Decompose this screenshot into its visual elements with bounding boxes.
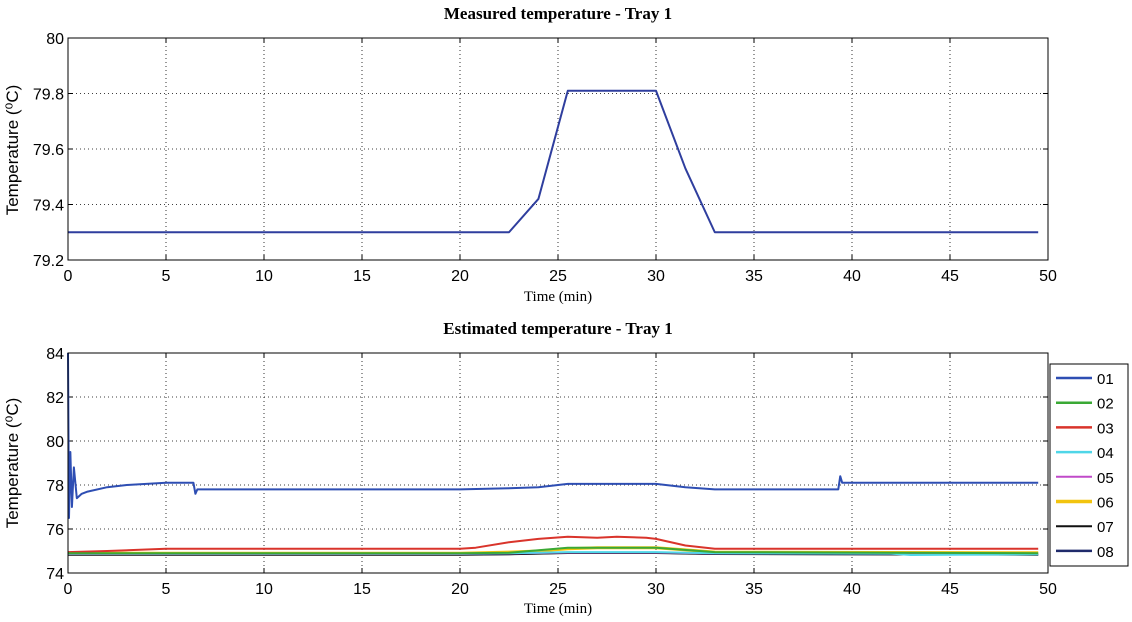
- x-tick-label: 35: [745, 581, 763, 598]
- y-tick-label: 82: [46, 390, 64, 407]
- x-tick-label: 10: [255, 581, 273, 598]
- y-tick-label: 79.2: [33, 253, 64, 270]
- x-tick-label: 25: [549, 581, 567, 598]
- legend-label-03: 03: [1097, 420, 1114, 437]
- x-tick-label: 0: [64, 268, 73, 285]
- plot-title: Estimated temperature - Tray 1: [443, 319, 672, 338]
- legend-label-02: 02: [1097, 396, 1114, 413]
- x-tick-label: 20: [451, 268, 469, 285]
- plot-title: Measured temperature - Tray 1: [444, 4, 672, 23]
- series-line-01: [67, 352, 1039, 519]
- estimated-temperature-plot: Estimated temperature - Tray 1 Time (min…: [3, 319, 1057, 617]
- y-tick-label: 79.8: [33, 87, 64, 104]
- x-tick-label: 35: [745, 268, 763, 285]
- x-tick-label: 45: [941, 581, 959, 598]
- y-tick-label: 79.4: [33, 198, 64, 215]
- x-tick-label: 45: [941, 268, 959, 285]
- plot-frame: [67, 37, 1049, 261]
- x-axis-label: Time (min): [524, 601, 592, 617]
- x-axis-label: Time (min): [524, 289, 592, 305]
- x-tick-label: 40: [843, 268, 861, 285]
- y-tick-label: 80: [46, 31, 64, 48]
- x-tick-label: 25: [549, 268, 567, 285]
- x-tick-label: 50: [1039, 581, 1057, 598]
- measured-temperature-plot: Measured temperature - Tray 1 Time (min)…: [3, 4, 1057, 305]
- y-tick-label: 78: [46, 478, 64, 495]
- x-tick-label: 5: [162, 581, 171, 598]
- y-tick-label: 74: [46, 566, 64, 583]
- x-tick-label: 10: [255, 268, 273, 285]
- y-tick-label: 80: [46, 434, 64, 451]
- legend-box: [1049, 363, 1129, 567]
- x-tick-label: 0: [64, 581, 73, 598]
- x-tick-label: 15: [353, 581, 371, 598]
- legend-label-06: 06: [1097, 495, 1114, 512]
- y-axis-label: Temperature (⁰C): [3, 398, 22, 529]
- legend-label-01: 01: [1097, 371, 1114, 388]
- x-tick-label: 15: [353, 268, 371, 285]
- legend-label-07: 07: [1097, 519, 1114, 536]
- x-tick-label: 50: [1039, 268, 1057, 285]
- x-tick-label: 40: [843, 581, 861, 598]
- y-tick-label: 84: [46, 346, 64, 363]
- series-line-measured-1: [68, 89, 1039, 234]
- series-line-03: [67, 535, 1039, 554]
- plot-frame: [67, 352, 1049, 574]
- x-tick-label: 30: [647, 268, 665, 285]
- y-tick-label: 76: [46, 522, 64, 539]
- legend-label-04: 04: [1097, 445, 1114, 462]
- y-tick-label: 79.6: [33, 142, 64, 159]
- y-axis-label: Temperature (⁰C): [3, 85, 22, 216]
- legend: 01 02 03 04 05 06 07 08: [1049, 363, 1129, 567]
- x-tick-label: 20: [451, 581, 469, 598]
- x-tick-label: 30: [647, 581, 665, 598]
- legend-label-08: 08: [1097, 544, 1114, 561]
- series-line-02: [68, 546, 1039, 555]
- legend-label-05: 05: [1097, 470, 1114, 487]
- x-tick-label: 5: [162, 268, 171, 285]
